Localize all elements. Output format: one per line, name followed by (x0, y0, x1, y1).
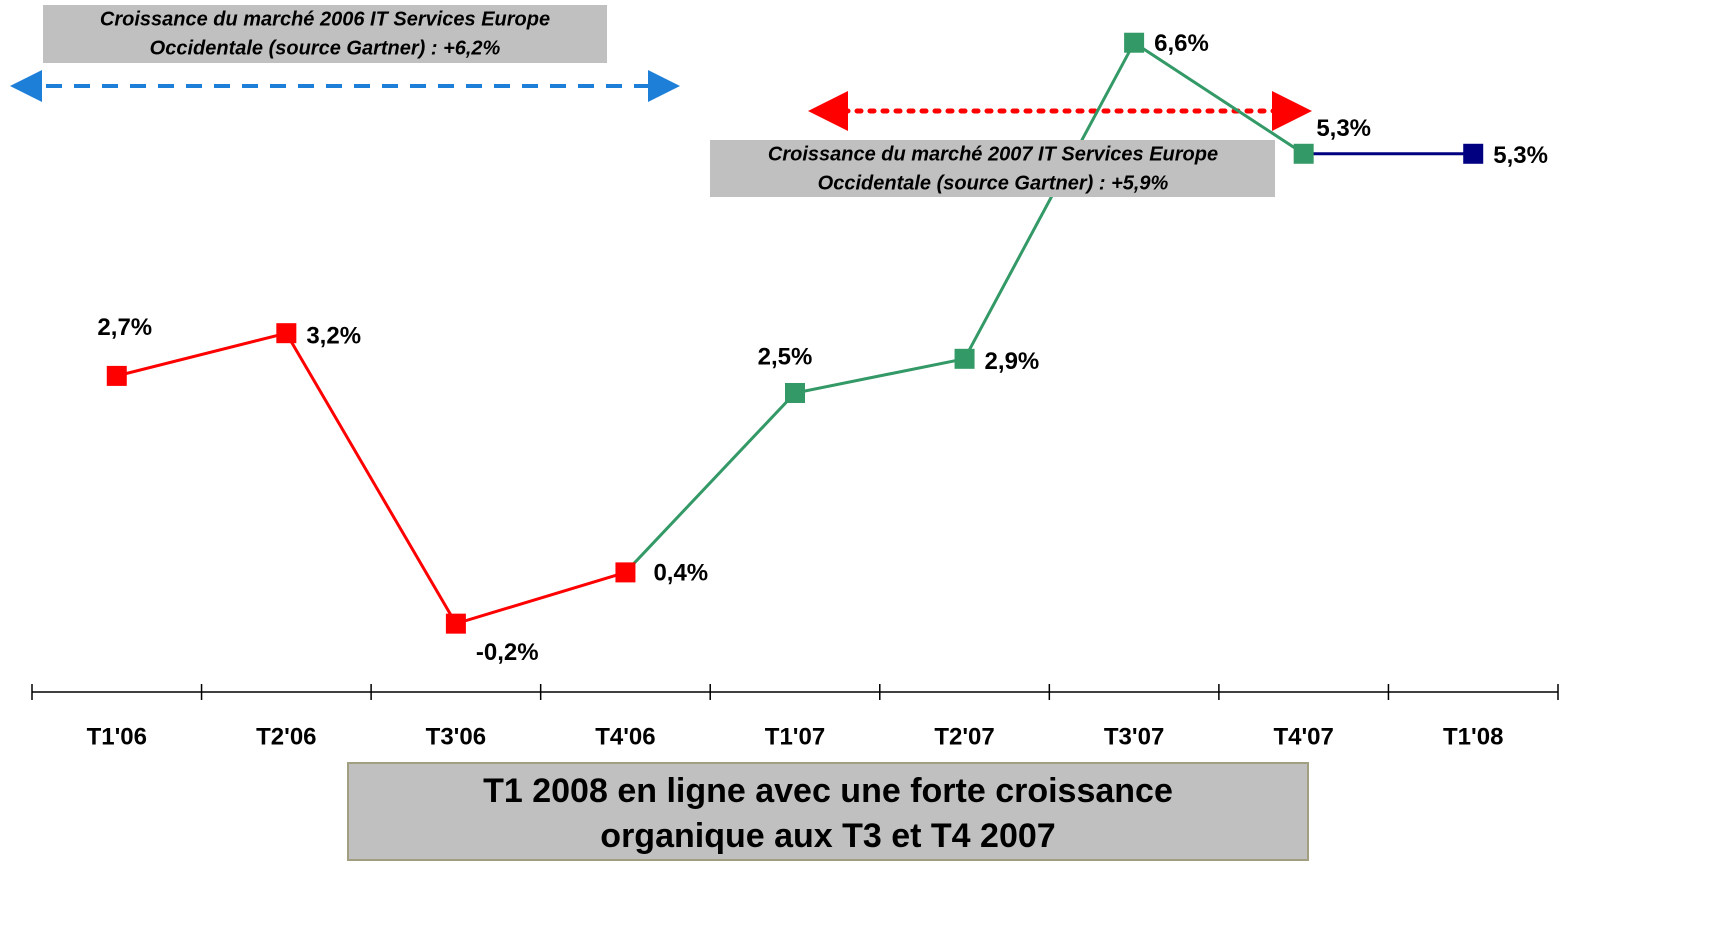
point (1293, 143, 1314, 164)
point (954, 348, 975, 369)
data-label: 2,9% (985, 348, 1040, 375)
x-tick-label: T2'06 (256, 723, 316, 750)
point (276, 323, 297, 344)
point (785, 382, 805, 403)
annotation: Croissance du marché 2006 IT Services Eu… (100, 8, 550, 30)
data-label: 0,4% (653, 560, 708, 587)
footer: organique aux T3 et T4 2007 (600, 817, 1055, 855)
footer: T1 2008 en ligne avec une forte croissan… (483, 772, 1173, 810)
x-tick-label: T3'07 (1104, 723, 1164, 750)
point (1124, 32, 1145, 53)
annotation: Occidentale (source Gartner) : +6,2% (150, 37, 501, 59)
footer-box (347, 762, 1309, 861)
data-label: 5,3% (1316, 115, 1371, 142)
series-line (624, 40, 1305, 574)
x-tick-label: T3'06 (426, 723, 486, 750)
data-label: 5,3% (1493, 142, 1548, 169)
annotation-box (43, 5, 607, 63)
x-tick-label: T4'06 (595, 723, 655, 750)
x-tick-label: T1'08 (1443, 723, 1503, 750)
series-line (116, 331, 626, 626)
x-tick-label: T2'07 (934, 723, 994, 750)
data-label: 6,6% (1154, 30, 1209, 57)
data-label: 2,5% (758, 343, 813, 370)
point (1463, 143, 1484, 164)
annotation-box (710, 140, 1275, 197)
x-tick-label: T1'07 (765, 723, 825, 750)
x-tick-label: T1'06 (87, 723, 147, 750)
data-label: 3,2% (306, 323, 361, 350)
data-label: -0,2% (476, 639, 539, 666)
data-label: 2,7% (97, 314, 152, 341)
annotation: Occidentale (source Gartner) : +5,9% (818, 172, 1169, 194)
annotation: Croissance du marché 2007 IT Services Eu… (768, 143, 1218, 165)
point (615, 562, 636, 583)
x-tick-label: T4'07 (1273, 723, 1333, 750)
point (106, 365, 127, 386)
point (445, 613, 466, 634)
